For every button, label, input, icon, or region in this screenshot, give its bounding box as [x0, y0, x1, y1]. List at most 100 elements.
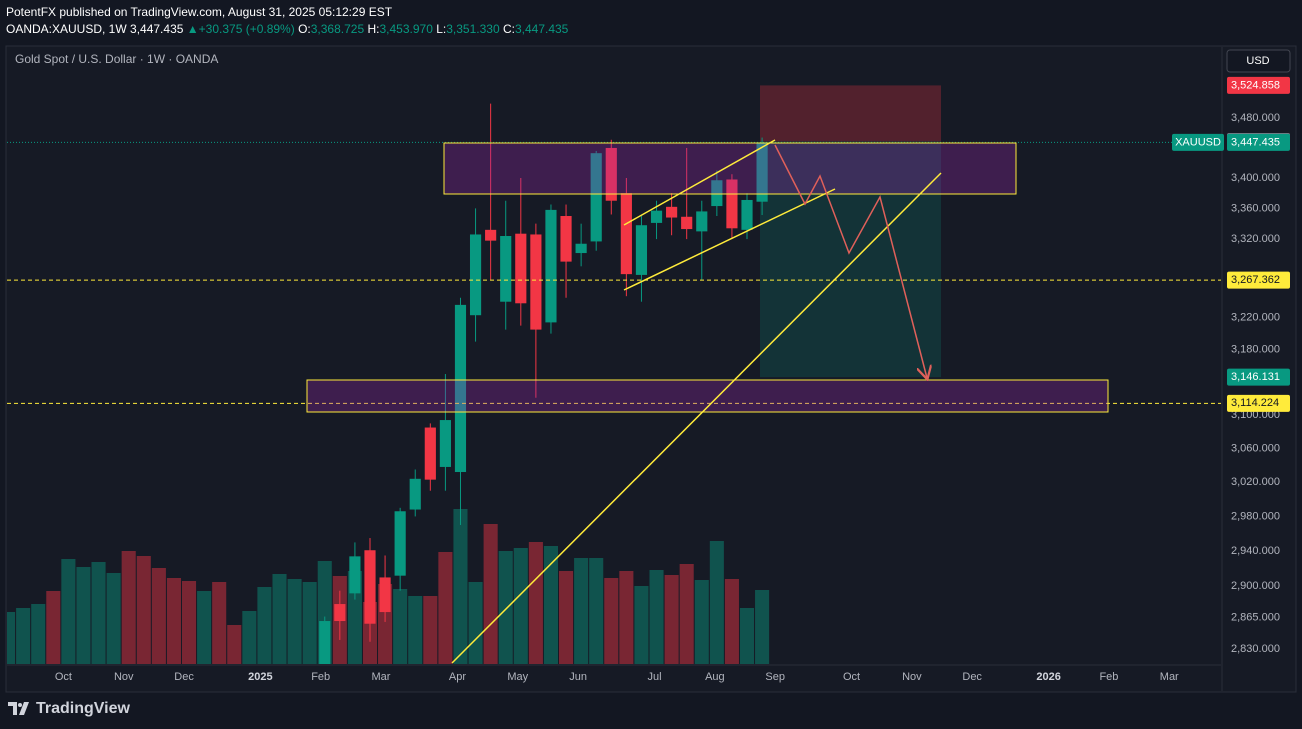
x-tick-label: Feb	[1099, 671, 1118, 683]
candle-body	[379, 577, 391, 613]
candle-body	[560, 216, 572, 262]
o-label: O:	[298, 22, 311, 36]
y-tick-label: 3,400.000	[1231, 172, 1280, 184]
drawings	[306, 139, 1109, 664]
y-tick-label: 2,830.000	[1231, 643, 1280, 655]
currency-box[interactable]	[1226, 49, 1291, 73]
x-tick-label: Mar	[1160, 671, 1179, 683]
x-tick-label: Mar	[372, 671, 391, 683]
price-tag	[1227, 368, 1290, 386]
candle-body	[756, 142, 768, 202]
volume-bar	[755, 590, 770, 664]
candle-body	[394, 511, 406, 576]
volume-bar	[498, 551, 513, 664]
c-label: C:	[502, 22, 515, 36]
x-tick-label: Apr	[449, 671, 466, 683]
volume-bar	[181, 581, 197, 664]
y-tick-label: 2,865.000	[1231, 611, 1280, 623]
x-tick-label: Nov	[902, 671, 922, 683]
y-tick-label: 2,940.000	[1231, 545, 1280, 557]
price-tag-label: 3,146.131	[1231, 371, 1280, 383]
currency: USD	[1246, 55, 1269, 67]
wedge-lower	[623, 188, 836, 291]
candle-body	[620, 193, 632, 275]
last: 3,447.435	[130, 22, 184, 36]
volume-bar	[76, 567, 91, 664]
volume-bar	[61, 559, 76, 664]
x-tick-label: 2026	[1036, 671, 1060, 683]
h: 3,453.970	[379, 22, 433, 36]
candle-body	[439, 420, 451, 467]
h-label: H:	[367, 22, 380, 36]
candle-body	[319, 621, 331, 664]
volume-bar	[423, 596, 438, 664]
volume-bar	[347, 571, 362, 664]
candle-body	[726, 179, 738, 229]
change: +30.375 (+0.89%)	[198, 22, 295, 36]
volume-bar	[197, 591, 212, 664]
x-tick-label: Jun	[569, 671, 587, 683]
candle-body	[500, 236, 512, 302]
y-tick-label: 2,900.000	[1231, 580, 1280, 592]
volume-bar	[559, 571, 574, 664]
candle-body	[590, 153, 602, 242]
volume-bar	[136, 556, 151, 664]
price-tag-label: 3,524.858	[1231, 79, 1280, 91]
y-tick-label: 3,220.000	[1231, 312, 1280, 324]
candle-body	[666, 206, 678, 218]
wedge-upper	[623, 139, 776, 226]
volume-bar	[151, 568, 166, 664]
c: 3,447.435	[514, 22, 569, 36]
plot	[7, 103, 1221, 664]
candle-body	[485, 229, 497, 241]
o: 3,368.725	[310, 22, 365, 36]
projection-path	[774, 144, 927, 378]
candle-body	[424, 427, 436, 480]
volume-bar	[106, 573, 121, 664]
header: PotentFX published on TradingView.com, A…	[6, 4, 568, 38]
chart-title: Gold Spot / U.S. Dollar · 1W · OANDA	[15, 52, 218, 66]
volume-bar	[574, 558, 589, 664]
volume-bar	[257, 587, 272, 664]
x-tick-label: Dec	[174, 671, 194, 683]
symbol-tag	[1172, 133, 1224, 151]
resistance-zone	[443, 142, 1017, 195]
candle-body	[334, 604, 346, 622]
x-tick-label: Aug	[705, 671, 725, 683]
volume-bar	[46, 591, 61, 664]
y-tick-label: 2,980.000	[1231, 510, 1280, 522]
y-tick-label: 3,320.000	[1231, 233, 1280, 245]
volume-bar	[634, 586, 649, 664]
candle-body	[349, 556, 361, 594]
volume-bar	[724, 579, 739, 664]
publish-line: PotentFX published on TradingView.com, A…	[6, 5, 393, 19]
volume-bar	[227, 625, 242, 664]
volume-bar	[453, 509, 468, 664]
position-tool	[760, 85, 941, 378]
candle-body	[681, 216, 693, 230]
volume-bar	[649, 570, 664, 664]
l-label: L:	[436, 22, 447, 36]
y-tick-label: 3,480.000	[1231, 112, 1280, 124]
volume-bar	[7, 612, 16, 664]
price-tag	[1227, 133, 1290, 151]
candle-body	[635, 225, 648, 275]
volume-bar	[121, 551, 136, 664]
volume-bar	[166, 578, 181, 664]
stop-zone	[760, 85, 941, 142]
volume-bar	[468, 582, 483, 664]
volume-bar	[589, 558, 604, 664]
candle-body	[515, 233, 527, 304]
volume-bar	[302, 582, 317, 664]
volume-bar	[242, 611, 257, 664]
chart-frame	[5, 45, 1297, 693]
symbol: OANDA:XAUUSD, 1W	[6, 22, 127, 36]
arrow: ▲	[186, 22, 199, 36]
volume-bar	[408, 596, 423, 664]
candle-body	[364, 550, 376, 624]
volume-bar	[16, 608, 31, 664]
volume-bar	[272, 574, 287, 664]
price-tag	[1227, 394, 1290, 412]
